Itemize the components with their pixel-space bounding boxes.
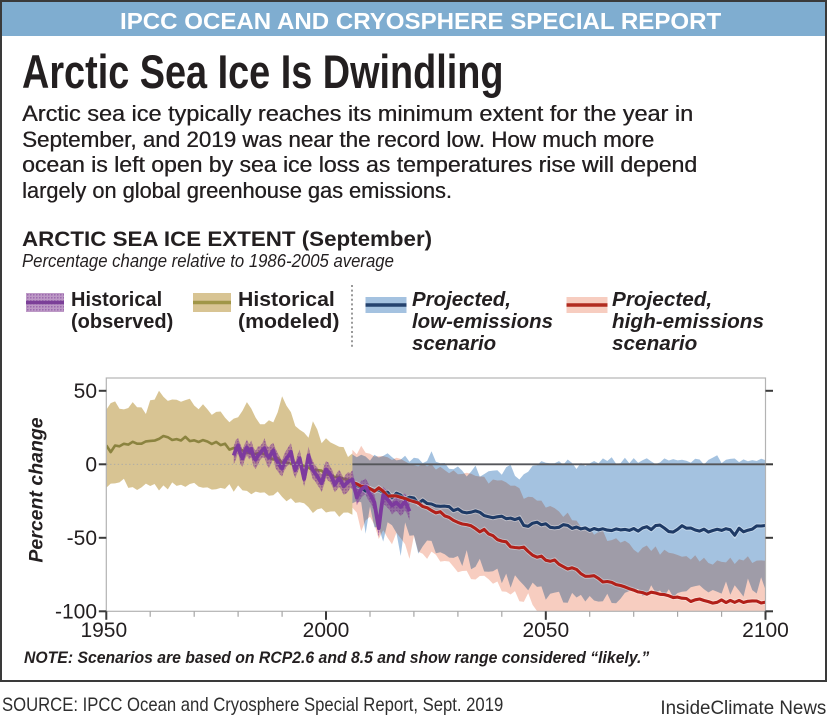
svg-text:2100: 2100: [742, 619, 789, 642]
svg-text:1950: 1950: [80, 619, 127, 642]
svg-text:2000: 2000: [303, 619, 350, 642]
svg-text:-100: -100: [55, 600, 97, 623]
svg-text:0: 0: [85, 453, 97, 476]
svg-text:2050: 2050: [522, 619, 569, 642]
svg-text:Percent change: Percent change: [26, 417, 48, 562]
svg-text:-50: -50: [67, 527, 97, 550]
svg-text:50: 50: [74, 380, 97, 403]
